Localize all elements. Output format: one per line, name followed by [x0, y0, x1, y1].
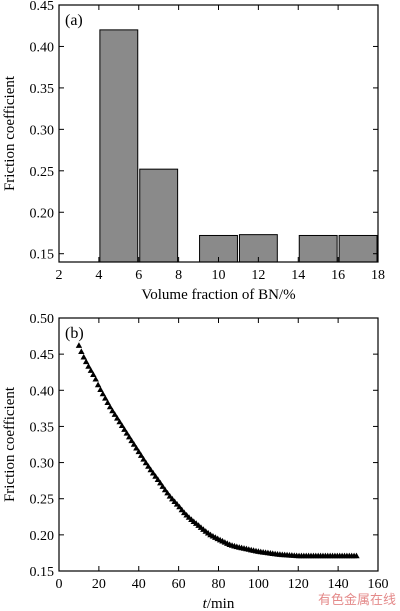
y-tick-label: 0.15 [30, 565, 55, 580]
x-axis-label-unit: /min [207, 596, 235, 611]
data-point [123, 429, 130, 436]
data-point [176, 503, 183, 510]
x-tick-label: 6 [135, 268, 142, 283]
data-point [92, 375, 99, 382]
x-tick-label: 16 [331, 268, 345, 283]
x-tick-label: 140 [328, 577, 349, 592]
data-point [106, 403, 114, 410]
data-point [154, 476, 162, 482]
y-axis-label: Friction coefficient [2, 386, 18, 502]
x-tick-label: 80 [212, 577, 226, 592]
data-point [157, 479, 164, 486]
data-point [147, 466, 154, 473]
data-point [178, 506, 186, 513]
x-tick-label: 18 [371, 268, 385, 283]
data-point [133, 444, 140, 451]
data-point [87, 367, 95, 373]
x-tick-label: 40 [132, 577, 146, 592]
data-point [109, 407, 116, 414]
x-tick-label: 0 [56, 577, 63, 592]
x-axis-label-variable: t [203, 596, 208, 611]
plot-frame [58, 317, 379, 572]
axis-ticks: 2 4 6 8 10 12 14 16 18 0.15 0.20 0.25 0.30 0.35 0.40 0.… [30, 0, 386, 283]
data-point [80, 353, 87, 360]
data-point [121, 426, 128, 432]
data-point [159, 483, 166, 489]
y-tick-label: 0.25 [30, 165, 55, 180]
data-point [142, 459, 150, 466]
y-tick-label: 0.30 [30, 123, 55, 138]
y-tick-label: 0.40 [30, 40, 55, 55]
x-tick-label: 12 [251, 268, 265, 283]
data-point [118, 422, 126, 429]
data-point [78, 348, 85, 354]
bar-series [99, 29, 378, 263]
data-point [97, 386, 104, 392]
data-point [82, 358, 90, 365]
x-tick-label: 100 [248, 577, 269, 592]
x-tick-label: 160 [368, 577, 389, 592]
data-point [75, 342, 83, 348]
x-tick-label: 120 [288, 577, 309, 592]
y-tick-label: 0.20 [30, 206, 55, 221]
data-point [99, 390, 107, 397]
x-tick-label: 4 [95, 268, 102, 283]
y-tick-label: 0.25 [30, 493, 55, 508]
bar-chart-panel: 2 4 6 8 10 12 14 16 18 0.15 0.20 0.25 0.30 0.35 0.40 0.… [2, 0, 385, 303]
data-point [135, 448, 142, 455]
x-axis-label: t/min [203, 596, 235, 611]
axis-ticks: 0 20 40 60 80 100 120 140 160 0.15 0.20 0.25 0.30 0.3… [30, 312, 389, 592]
bar [298, 234, 338, 263]
data-point [140, 456, 147, 462]
data-point [85, 363, 92, 369]
watermark-text: 有色金属在线 [318, 592, 396, 608]
x-tick-label: 8 [175, 268, 182, 283]
x-tick-label: 20 [92, 577, 106, 592]
data-point [128, 437, 135, 444]
y-tick-label: 0.20 [30, 529, 55, 544]
data-point [125, 433, 133, 440]
y-tick-label: 0.45 [30, 0, 55, 14]
data-point [90, 371, 97, 377]
data-point [94, 381, 102, 388]
y-tick-label: 0.15 [30, 248, 55, 263]
y-tick-label: 0.35 [30, 82, 55, 97]
bar [338, 234, 378, 263]
y-tick-label: 0.45 [30, 348, 55, 363]
bar [139, 168, 179, 263]
data-point [137, 452, 145, 458]
data-point [102, 395, 109, 401]
data-point [164, 489, 171, 496]
data-point [111, 411, 119, 417]
y-axis-label: Friction coefficient [2, 75, 18, 191]
x-axis-label: Volume fraction of BN/% [141, 287, 295, 303]
scatter-chart-panel: 0 20 40 60 80 100 120 140 160 0.15 0.20 0.25 0.30 0.3… [2, 312, 389, 611]
y-tick-label: 0.50 [30, 312, 55, 327]
y-tick-label: 0.40 [30, 384, 55, 399]
data-point [114, 414, 121, 421]
data-point [130, 441, 138, 447]
x-tick-label: 10 [212, 268, 226, 283]
data-point [161, 486, 169, 493]
data-point [149, 469, 157, 476]
y-tick-label: 0.35 [30, 420, 55, 435]
panel-label: (b) [65, 325, 84, 342]
data-point [116, 418, 123, 425]
x-tick-label: 60 [172, 577, 186, 592]
bar [99, 29, 139, 263]
x-tick-label: 14 [291, 268, 305, 283]
x-tick-label: 2 [56, 268, 63, 283]
data-point [104, 399, 111, 405]
data-point [353, 552, 360, 559]
data-point [152, 473, 159, 479]
scatter-series [75, 342, 360, 559]
y-tick-label: 0.30 [30, 457, 55, 472]
data-point [145, 463, 152, 469]
panel-label: (a) [65, 12, 83, 29]
